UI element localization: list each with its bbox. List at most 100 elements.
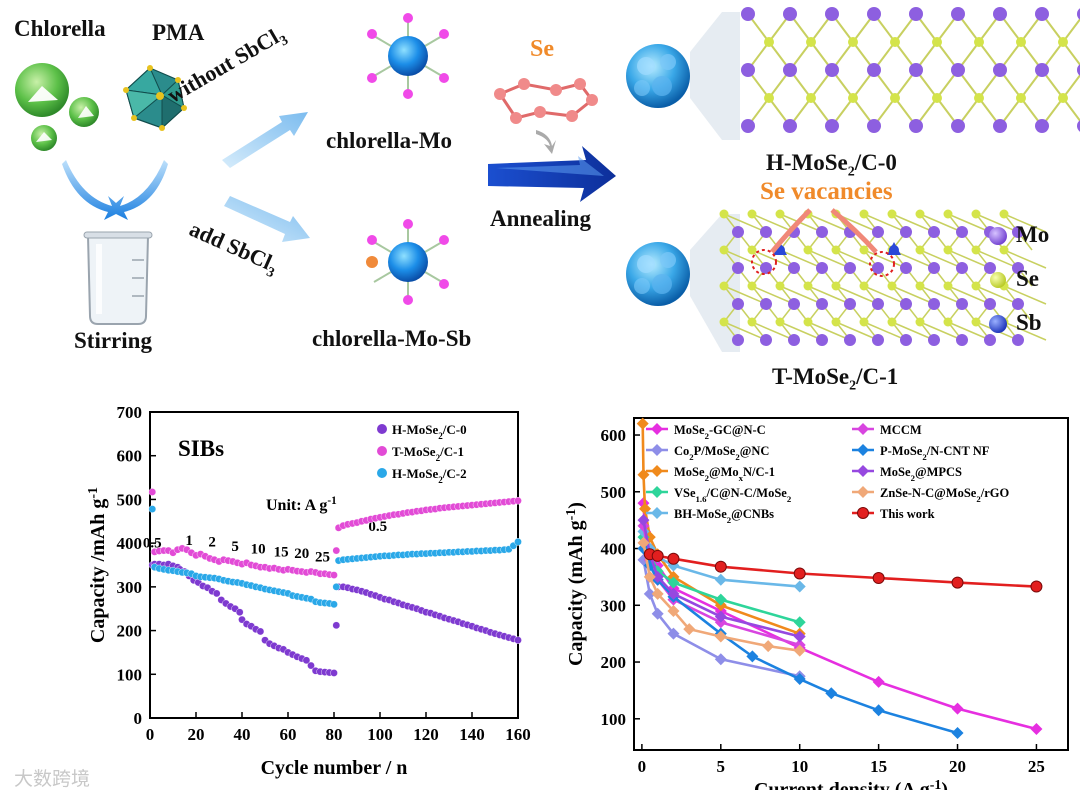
data-point [667, 627, 680, 640]
legend-marker [857, 465, 869, 477]
legend-marker [651, 486, 663, 498]
data-point [667, 552, 680, 565]
annealing-label: Annealing [490, 206, 591, 231]
data-point [872, 704, 885, 717]
data-point [238, 615, 246, 624]
data-point [637, 514, 650, 527]
data-point [793, 673, 806, 686]
y-tick-label: 300 [117, 578, 143, 597]
data-point [667, 576, 680, 589]
data-point [514, 636, 522, 644]
series-1 [637, 553, 806, 683]
y-tick-label: 600 [117, 447, 143, 466]
series-1 [148, 488, 522, 579]
series-line [649, 552, 1037, 588]
rate-label: 0.5 [368, 519, 387, 535]
legend-marker [377, 424, 387, 434]
x-tick-label: 15 [870, 757, 887, 776]
y-tick-label: 500 [601, 483, 627, 502]
arrow-add-icon [224, 196, 310, 242]
data-point [302, 656, 311, 665]
data-point [332, 546, 341, 555]
data-point [256, 627, 265, 636]
data-point [235, 608, 244, 617]
chart-rate-comparison: 0 5 10 15 20 25 100 200 300 400 500 600 Current dens… [564, 417, 1069, 790]
arrow-without-icon [222, 112, 308, 168]
small-grey-arrow-icon [536, 130, 556, 154]
legend-label: VSe1.6/C@N-C/MoSe2 [674, 486, 791, 504]
data-point [651, 465, 663, 477]
scheme-left-graphics [15, 13, 616, 325]
x-tick-label: 40 [234, 725, 251, 744]
t-mose2-c1-label: T-MoSe2/C-1 [772, 364, 899, 394]
sb-atom-icon [989, 315, 1007, 333]
legend-label: MoSe2@MPCS [880, 465, 962, 483]
plot-frame [633, 417, 1069, 751]
pma-cluster-icon [123, 65, 187, 131]
curved-arrow-left-icon [62, 160, 124, 220]
legend-label: Co2P/MoSe2@NC [674, 444, 769, 462]
data-point [793, 580, 806, 593]
legend-label: This work [880, 507, 935, 521]
legend-marker [857, 507, 869, 519]
legend-mo-label: Mo [1016, 222, 1050, 247]
legend-label: MoSe2-GC@N-C [674, 423, 766, 441]
data-point [1030, 723, 1043, 736]
data-point [514, 538, 522, 546]
data-point [514, 496, 522, 505]
y-tick-label: 0 [134, 709, 143, 728]
legend-marker [857, 444, 869, 456]
pma-label: PMA [152, 20, 205, 45]
data-point [714, 610, 727, 623]
h-mose2-lattice [741, 7, 1080, 133]
data-point [651, 507, 663, 519]
legend-marker [377, 446, 387, 456]
data-point [857, 465, 869, 477]
x-tick-label: 20 [188, 725, 205, 744]
legend-marker [857, 423, 869, 435]
curved-arrow-right-icon [108, 160, 168, 220]
data-point [857, 444, 869, 456]
chart-sibs-cycling: 0 20 40 60 80 100 120 140 1600100200300400500600… [86, 403, 531, 779]
data-point [825, 687, 838, 700]
data-point [714, 653, 727, 666]
rate-label: 1 [185, 533, 193, 549]
data-point [330, 571, 338, 579]
se-vacancies-label: Se vacancies [760, 178, 893, 205]
y-tick-label: 100 [117, 665, 143, 684]
atom-legend [989, 227, 1007, 333]
y-tick-label: 300 [601, 596, 627, 615]
series-8 [637, 536, 806, 657]
y-tick-label: 200 [117, 622, 143, 641]
se-ring-icon [494, 78, 598, 124]
data-point [714, 560, 727, 573]
x-tick-label: 120 [413, 725, 439, 744]
legend-label: MCCM [880, 423, 922, 437]
data-point [330, 600, 338, 609]
x-tick-label: 140 [459, 725, 485, 744]
data-point [148, 505, 157, 513]
h-mose2-sphere-icon [626, 44, 690, 108]
data-point [148, 488, 157, 496]
data-point [714, 630, 727, 643]
data-point [762, 640, 775, 653]
data-point [746, 650, 759, 663]
data-point [951, 726, 964, 739]
data-point [643, 570, 656, 583]
data-point [307, 661, 315, 670]
data-point [1030, 580, 1043, 593]
x-axis-label: Cycle number / n [261, 757, 408, 779]
chlorella-cells-icon [15, 63, 99, 151]
data-point [683, 623, 696, 636]
y-tick-label: 600 [601, 426, 627, 445]
rate-label: 10 [251, 542, 266, 558]
data-point [951, 702, 964, 715]
beaker-icon [83, 231, 153, 325]
x-tick-label: 0 [638, 757, 647, 776]
legend-sb-label: Sb [1016, 310, 1042, 335]
data-point [637, 536, 650, 549]
legend-marker [651, 507, 663, 519]
data-point [872, 572, 885, 585]
data-point [667, 587, 680, 600]
y-axis-label: Capacity /mAh g-1 [86, 487, 110, 643]
